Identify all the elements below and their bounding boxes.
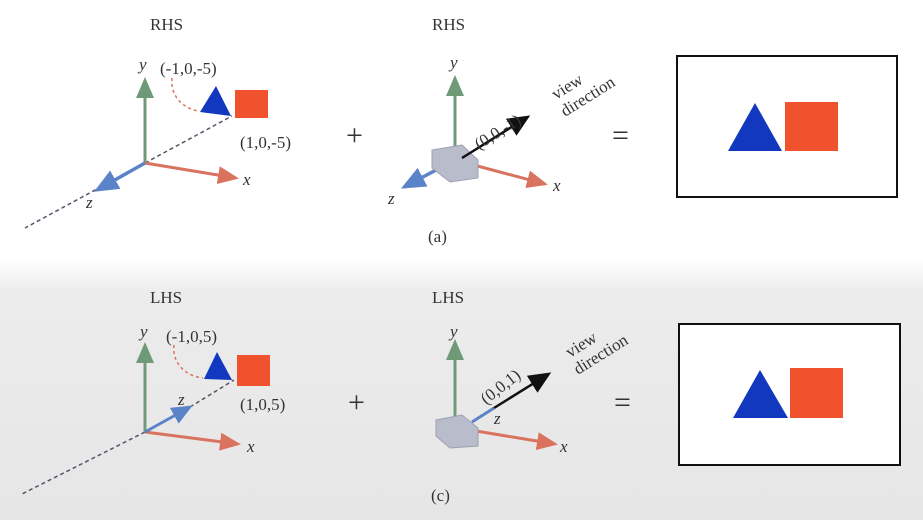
y-axis-label: y <box>138 322 148 341</box>
square <box>235 90 268 118</box>
world-rhs-scene: RHS y x z (-1,0,-5) (1,0,-5) <box>24 15 291 229</box>
point-left-label: (-1,0,5) <box>166 327 217 346</box>
point-right-label: (1,0,5) <box>240 395 285 414</box>
equals-sign: = <box>612 119 629 152</box>
triangle <box>728 103 782 151</box>
world-title: LHS <box>150 288 182 307</box>
y-axis-label: y <box>448 53 458 72</box>
z-axis-label: z <box>85 193 93 212</box>
camera-icon <box>435 414 479 449</box>
dashed-curve <box>171 77 199 112</box>
z-axis <box>144 405 193 434</box>
y-axis-label: y <box>448 322 458 341</box>
rendered-image-box <box>676 55 898 198</box>
x-axis-label: x <box>559 437 568 456</box>
panel-a: RHS y x z (-1,0,-5) (1,0,-5) + RHS y x z <box>24 15 898 246</box>
view-dashed-line <box>189 379 235 408</box>
caption: (a) <box>428 227 447 246</box>
equals-sign: = <box>614 386 631 419</box>
z-axis-label: z <box>177 390 185 409</box>
y-axis-label: y <box>137 55 147 74</box>
x-axis-label: x <box>552 176 561 195</box>
square <box>790 368 843 418</box>
x-axis <box>144 161 239 184</box>
z-axis-label: z <box>493 409 501 428</box>
camera-title: RHS <box>432 15 465 34</box>
view-direction-arrow <box>493 372 552 410</box>
camera-title: LHS <box>432 288 464 307</box>
x-axis-label: x <box>242 170 251 189</box>
caption: (c) <box>431 486 450 505</box>
z-axis-label: z <box>387 189 395 208</box>
triangle <box>200 86 231 116</box>
view-direction-arrow <box>461 115 531 160</box>
z-axis <box>93 161 146 192</box>
rendered-image-box <box>678 323 901 466</box>
triangle <box>204 352 232 380</box>
x-axis-label: x <box>246 437 255 456</box>
square <box>785 102 838 151</box>
z-axis <box>471 406 495 424</box>
point-right-label: (1,0,-5) <box>240 133 291 152</box>
square <box>237 355 270 386</box>
world-title: RHS <box>150 15 183 34</box>
world-lhs-scene: LHS y x z (-1,0,5) (1,0,5) <box>19 288 285 496</box>
plus-sign: + <box>346 119 363 152</box>
x-axis <box>469 428 558 450</box>
point-left-label: (-1,0,-5) <box>160 59 217 78</box>
dashed-curve <box>173 344 204 379</box>
view-dashed-line <box>144 115 233 164</box>
z-dashed-line <box>19 431 146 496</box>
triangle <box>733 370 788 418</box>
plus-sign: + <box>348 386 365 419</box>
x-axis <box>144 430 241 451</box>
